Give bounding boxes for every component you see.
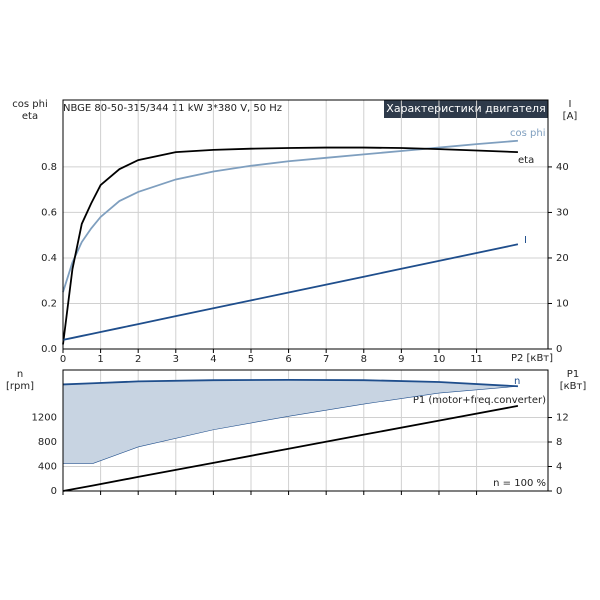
x-tick-label: 0 (60, 354, 66, 365)
x-tick-label: 8 (361, 354, 367, 365)
y2-label: P1 (567, 369, 579, 380)
y2-tick-label: 10 (556, 298, 569, 309)
x-tick-label: 1 (97, 354, 103, 365)
line (62, 243, 519, 341)
x-tick-label: 3 (173, 354, 179, 365)
plot-frame (62, 99, 549, 350)
y2-label: [кВт] (560, 381, 587, 392)
curve-label: n (514, 376, 520, 387)
y2-label: I (569, 99, 572, 110)
curve-label: eta (518, 155, 534, 166)
line (62, 139, 518, 293)
y-label: eta (22, 111, 38, 122)
x-tick-label: 2 (135, 354, 141, 365)
x-tick-label: 6 (285, 354, 291, 365)
x-tick-label: 9 (398, 354, 404, 365)
y2-tick-label: 20 (556, 253, 569, 264)
y-tick-label: 0.8 (41, 162, 57, 173)
x-tick-label: 5 (248, 354, 254, 365)
y2-tick-label: 30 (556, 207, 569, 218)
y2-tick-label: 8 (556, 437, 562, 448)
x-tick-label: 4 (210, 354, 216, 365)
chart-title: Характеристики двигателя (386, 102, 545, 115)
y-tick-label: 0 (51, 486, 57, 497)
x-tick-label: 11 (470, 354, 483, 365)
x-label: P2 [кВт] (511, 353, 553, 364)
y-label: n (17, 369, 23, 380)
annotation: P1 (motor+freq.converter) (413, 395, 546, 406)
y-tick-label: 1200 (32, 413, 57, 424)
header: NBGE 80-50-315/344 11 kW 3*380 V, 50 Hz (63, 103, 282, 114)
y2-tick-label: 0 (556, 344, 562, 355)
y2-tick-label: 4 (556, 462, 562, 473)
plot-frame (62, 369, 549, 492)
curve-label: I (524, 235, 527, 246)
line (62, 146, 518, 345)
y-label: cos phi (12, 99, 47, 110)
y-tick-label: 0.2 (41, 298, 57, 309)
y2-tick-label: 40 (556, 162, 569, 173)
line (62, 404, 519, 492)
y-tick-label: 0.6 (41, 207, 57, 218)
title-box (384, 100, 548, 118)
y-label: [rpm] (6, 381, 34, 392)
x-tick-label: 7 (323, 354, 329, 365)
y-tick-label: 0.0 (41, 344, 57, 355)
x-tick-label: 10 (433, 354, 446, 365)
y-tick-label: 0.4 (41, 253, 57, 264)
y2-label: [A] (563, 111, 578, 122)
y-tick-label: 400 (38, 462, 57, 473)
area (63, 379, 518, 464)
lower-line (63, 385, 518, 464)
y2-tick-label: 0 (556, 486, 562, 497)
curve-label: cos phi (510, 128, 545, 139)
annotation: n = 100 % (493, 478, 546, 489)
line (62, 378, 518, 388)
y2-tick-label: 12 (556, 413, 569, 424)
y-tick-label: 800 (38, 437, 57, 448)
